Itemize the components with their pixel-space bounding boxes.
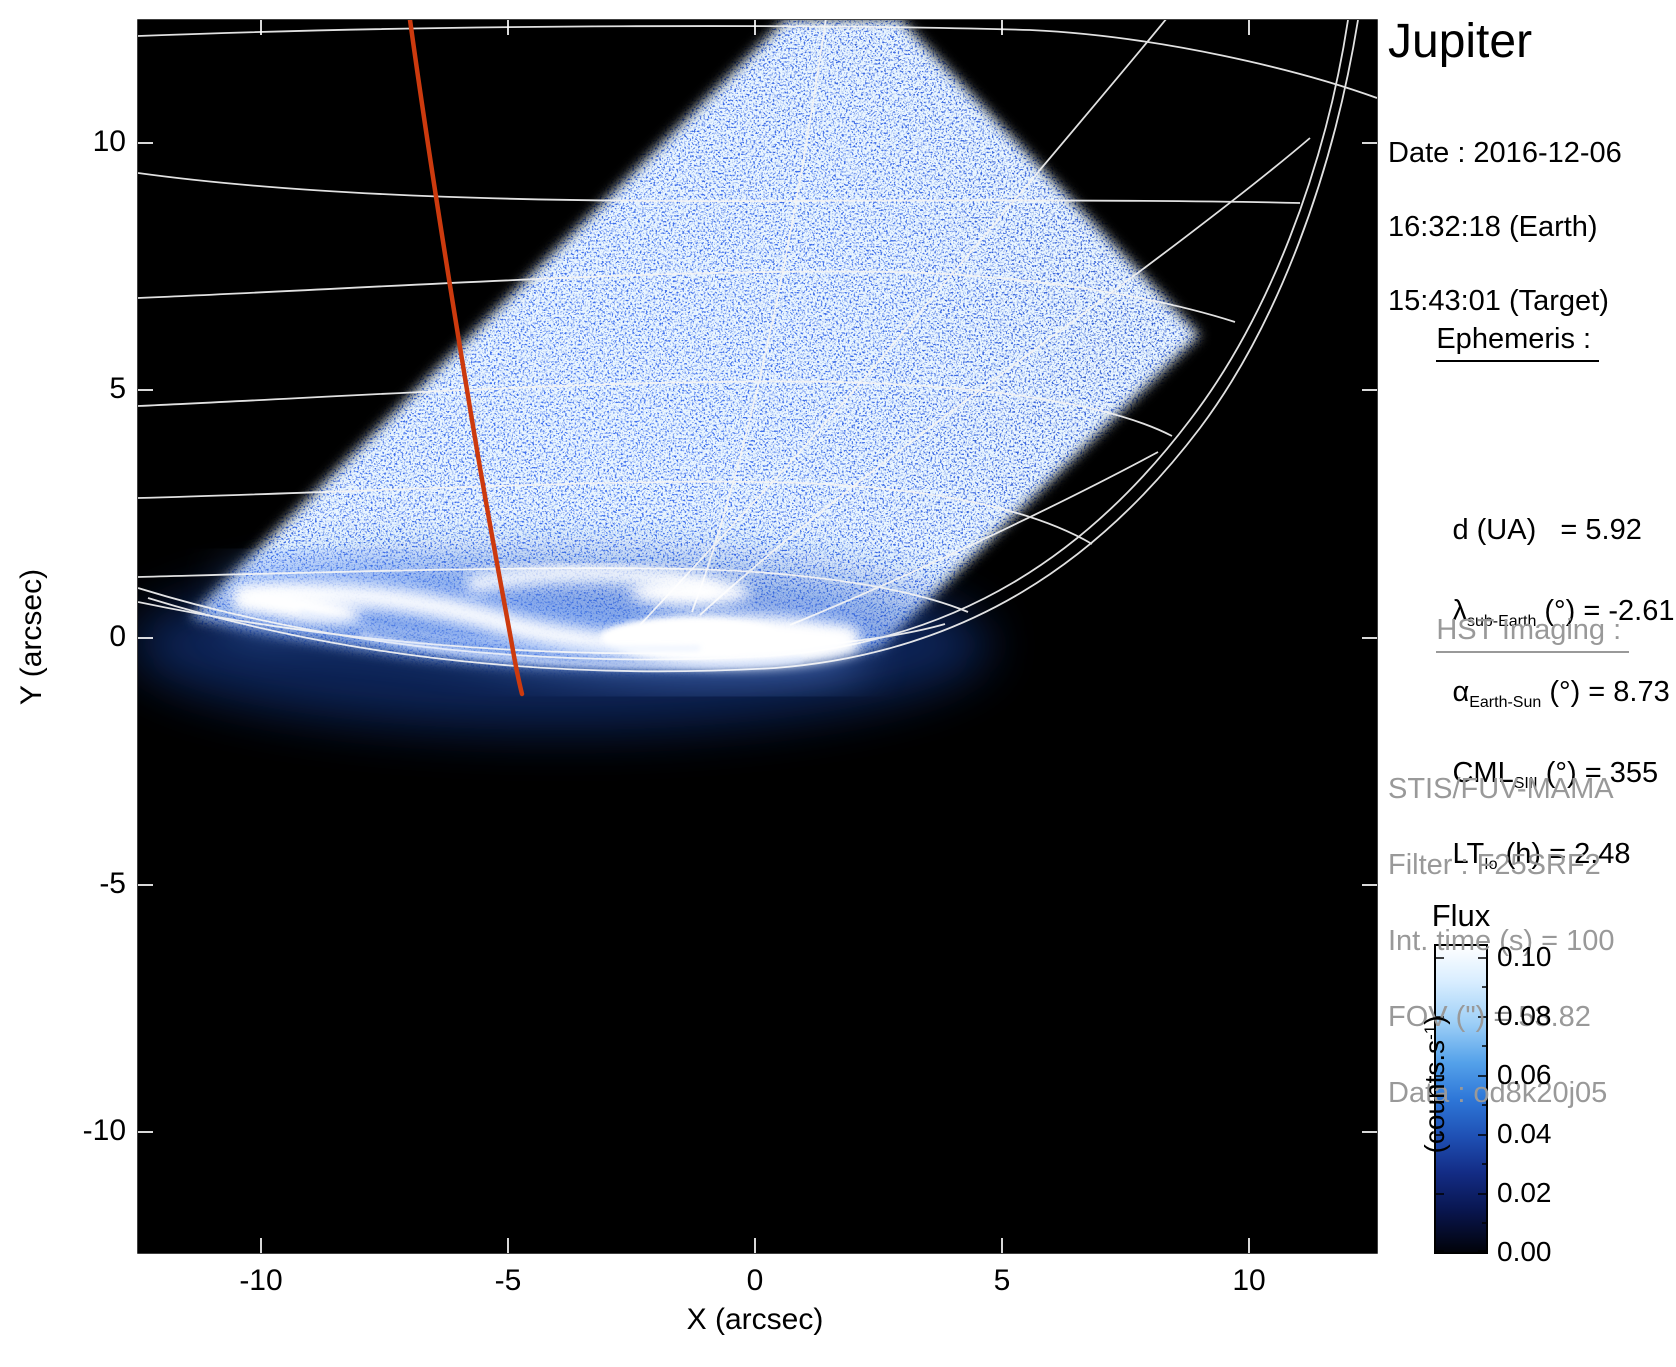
cb-tick-000: 0.00 (1497, 1236, 1552, 1267)
ephemeris-section: Ephemeris : d (UA) = 5.92 λsub-Earth (°)… (1388, 246, 1674, 922)
cb-tick-002: 0.02 (1497, 1177, 1552, 1208)
ephemeris-row-lambda: λsub-Earth (°) = -2.61 (1388, 562, 1674, 630)
aurora-oval (233, 565, 860, 669)
eph-value: (°) = 8.73 (1541, 676, 1670, 708)
eph-symbol: CML (1452, 757, 1514, 789)
hst-filter: Filter : F25SRF2 (1388, 849, 1601, 881)
ephemeris-row-distance: d (UA) = 5.92 (1388, 481, 1674, 546)
eph-subscript: sub-Earth (1466, 613, 1537, 630)
y-tick-0: 0 (109, 620, 126, 653)
eph-value: (°) = 355 (1537, 757, 1659, 789)
hst-fov: FOV (") = 53.82 (1388, 1001, 1591, 1033)
plot-area (137, 19, 1378, 1254)
latitude-line (138, 380, 1173, 437)
colorbar-unit: (counts.s-1) (1387, 950, 1450, 1250)
eph-value: (°) = -2.61 (1536, 595, 1675, 627)
cb-tick-008: 0.08 (1497, 1000, 1552, 1031)
x-tick-0: 0 (746, 1264, 764, 1297)
meridian-line (699, 137, 1311, 616)
ephemeris-row-alpha: αEarth-Sun (°) = 8.73 (1388, 643, 1674, 711)
limb-line (147, 20, 1359, 673)
ephemeris-row-lt: LTIo (h) = 2.48 (1388, 805, 1674, 873)
ephemeris-heading: Ephemeris : (1388, 282, 1674, 400)
eph-subscript: Io (1484, 856, 1498, 873)
target-time-line: 15:43:01 (Target) (1388, 285, 1609, 317)
eph-symbol: LT (1452, 838, 1485, 870)
cb-unit-close: ) (1419, 1015, 1450, 1025)
latitude-line (138, 172, 1301, 204)
ephemeris-heading-text: Ephemeris : (1436, 320, 1600, 362)
eph-subscript: SIII (1513, 775, 1538, 792)
eph-symbol: d (UA) (1452, 514, 1537, 546)
colorbar-gradient (1434, 944, 1488, 1254)
colorbar-title: Flux (1431, 898, 1491, 933)
hst-int-time: Int. time (s) = 100 (1388, 925, 1615, 957)
axis-ticks (138, 20, 1377, 1253)
eph-symbol: λ (1452, 595, 1467, 627)
eph-subscript: Earth-Sun (1469, 694, 1542, 711)
hst-data-id: Data : od8k20j05 (1388, 1077, 1608, 1109)
y-tick-m10: -10 (82, 1114, 126, 1147)
y-tick-m5: -5 (99, 867, 126, 900)
colorbar-ticks (1435, 957, 1487, 1252)
date-line: Date : 2016-12-06 (1388, 137, 1622, 169)
x-tick-m10: -10 (239, 1264, 283, 1297)
cb-tick-010: 0.10 (1497, 941, 1552, 972)
hst-imaging-section: HST Imaging : STIS/FUV-MAMA Filter : F25… (1388, 537, 1630, 1185)
meridian-line (789, 451, 1159, 626)
x-tick-5: 5 (993, 1264, 1011, 1297)
latitude-line (138, 25, 1377, 99)
x-tick-10: 10 (1232, 1264, 1266, 1297)
ephemeris-row-cml: CMLSIII (°) = 355 (1388, 724, 1674, 792)
hst-heading-text: HST Imaging : (1436, 611, 1630, 653)
eph-value: (h) = 2.48 (1497, 838, 1631, 870)
y-tick-10: 10 (92, 125, 126, 158)
eph-value: = 5.92 (1536, 514, 1642, 546)
colorbar (1434, 944, 1488, 1254)
cb-unit-exponent: -1 (1421, 1024, 1440, 1040)
hst-instrument: STIS/FUV-MAMA (1388, 773, 1614, 805)
meridian-line (639, 20, 1167, 626)
observation-datetime: Date : 2016-12-06 16:32:18 (Earth) 15:43… (1388, 98, 1622, 356)
y-tick-5: 5 (109, 372, 126, 405)
cb-tick-006: 0.06 (1497, 1059, 1552, 1090)
eph-symbol: α (1452, 676, 1470, 708)
y-axis-label: Y (arcsec) (15, 568, 48, 706)
x-tick-m5: -5 (494, 1264, 522, 1297)
hst-heading: HST Imaging : (1388, 573, 1630, 691)
page-title: Jupiter (1388, 15, 1533, 68)
cb-unit-base: (counts.s (1419, 1039, 1450, 1154)
cb-tick-004: 0.04 (1497, 1118, 1552, 1149)
earth-time-line: 16:32:18 (Earth) (1388, 211, 1598, 243)
x-axis-label: X (arcsec) (686, 1303, 824, 1336)
footprint-track (407, 20, 525, 697)
latitude-line (138, 270, 1236, 323)
latitude-line (138, 480, 1093, 545)
planet-grid (138, 20, 1377, 673)
